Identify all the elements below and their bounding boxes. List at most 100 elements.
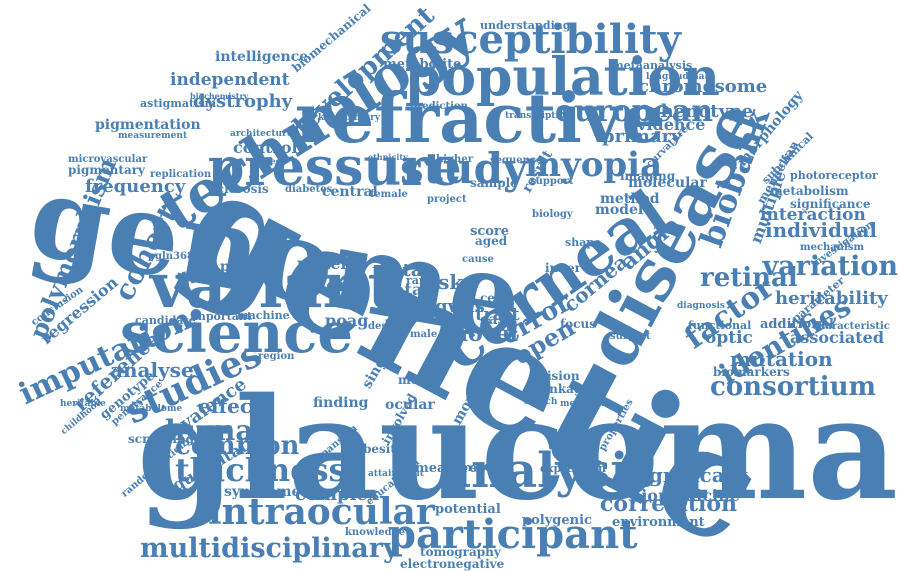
word-susceptibility: susceptibility xyxy=(380,16,681,63)
word-protein: protein xyxy=(220,259,278,275)
word-finding: finding xyxy=(313,395,369,411)
word-measurement: measurement xyxy=(118,131,188,141)
word-ethnicity: ethnicity xyxy=(368,152,408,162)
word-biology: biology xyxy=(532,209,573,220)
word-polygenic: polygenic xyxy=(522,513,592,528)
word-thickness: thickness xyxy=(175,451,347,489)
word-metabolome: metabolome xyxy=(120,404,183,414)
word-case: case xyxy=(480,312,515,328)
word-biomedicine: biomedicine xyxy=(630,486,740,505)
word-human: human xyxy=(165,414,274,447)
word-mediated: mediated xyxy=(560,399,607,409)
word-dystrophy: dystrophy xyxy=(193,91,293,112)
word-sclerosis: sclerosis xyxy=(210,182,269,196)
word-european: european xyxy=(555,94,714,129)
word-diabetes: diabetes xyxy=(285,184,333,195)
word-obesity: obesity xyxy=(355,442,403,456)
word-consortium: consortium xyxy=(710,372,877,402)
word-replication: replication xyxy=(150,169,212,180)
word-astigmatism: astigmatism xyxy=(140,97,217,110)
word-independent: independent xyxy=(170,70,290,90)
word-variant: variant xyxy=(150,249,397,322)
word-syndrome: syndrome xyxy=(224,484,301,500)
word-longitudinal: longitudinal xyxy=(646,72,708,82)
word-population: population xyxy=(405,47,720,108)
word-project: project xyxy=(427,194,467,205)
word-ocular: ocular xyxy=(385,397,435,413)
word-region: region xyxy=(258,351,295,362)
word-shape: shape xyxy=(565,236,602,249)
word-male: male xyxy=(410,329,438,340)
word-myopia: myopia xyxy=(525,145,663,185)
word-microvascular: microvascular xyxy=(68,154,148,165)
word-chromosome: chromosome xyxy=(638,76,768,97)
word-intelligence: intelligence xyxy=(215,49,309,65)
word-correction: correction xyxy=(455,463,514,474)
word-rare: rare xyxy=(406,274,432,287)
word-model: model xyxy=(595,202,644,218)
word-machine: machine xyxy=(237,309,290,322)
word-heritable: heritable xyxy=(60,399,106,409)
word-central: central xyxy=(322,184,378,200)
word-important: important xyxy=(190,310,252,323)
word-gwas: gwas xyxy=(435,296,485,317)
word-study: study xyxy=(400,144,528,193)
word-pigmentary: pigmentary xyxy=(68,163,146,177)
word-retinal: retinal xyxy=(700,263,798,293)
word-score: score xyxy=(470,224,510,239)
word-sample: sample xyxy=(470,176,518,190)
word-method: method xyxy=(600,191,660,207)
word-candidate: candidate xyxy=(135,314,196,327)
word-electronegative: electronegative xyxy=(400,557,505,571)
word-tomography: tomography xyxy=(420,545,501,559)
word-phenotype: phenotype xyxy=(648,101,754,122)
word-refractive: refractive xyxy=(295,79,665,159)
word-novel: novel xyxy=(452,321,518,347)
word-cell: cell xyxy=(480,291,505,305)
word-risk: risk xyxy=(420,270,464,294)
word-inner: inner xyxy=(545,261,581,275)
word-complex: complex xyxy=(295,484,379,505)
word-measure: measure xyxy=(415,461,478,476)
word-metaanalysis: metaanalysis xyxy=(612,59,693,72)
word-diagnosis: diagnosis xyxy=(677,301,725,311)
word-primary: primary xyxy=(602,126,682,147)
word-sequence: sequence xyxy=(490,155,543,166)
word-interaction: interaction xyxy=(760,205,866,225)
word-attainment: attainment xyxy=(368,469,424,479)
word-pressure: pressure xyxy=(208,137,462,198)
word-pgln368ter: pgln368ter xyxy=(148,251,211,262)
word-panel: panel xyxy=(297,254,347,273)
word-year: year xyxy=(385,317,409,328)
word-design: design xyxy=(368,321,406,332)
word-additional: additional xyxy=(760,317,834,332)
word-meta: meta xyxy=(372,260,423,281)
word-linkage: linkage xyxy=(540,382,590,396)
word-cause: cause xyxy=(462,254,494,265)
word-individual: individual xyxy=(765,218,878,242)
word-photoreceptor: photoreceptor xyxy=(790,169,878,182)
word-prediction: prediction xyxy=(410,101,468,112)
word-significance: significance xyxy=(790,197,871,211)
word-potential: potential xyxy=(435,502,501,517)
word-transcription: transcription xyxy=(505,111,572,121)
word-architecture: architecture xyxy=(230,129,293,139)
word-female: female xyxy=(370,189,408,200)
word-most: most xyxy=(398,373,431,387)
word-analyse: analyse xyxy=(110,358,194,382)
word-multidisciplinary: multidisciplinary xyxy=(140,533,399,564)
word-aged: aged xyxy=(475,234,508,248)
word-imaging: imaging xyxy=(620,169,676,183)
word-data: data xyxy=(383,280,423,299)
word-ganglion: ganglion xyxy=(182,267,242,281)
word-participant: participant xyxy=(388,511,638,558)
word-poag: poag xyxy=(325,311,369,330)
word-heritability: heritability xyxy=(775,288,888,309)
word-search: search xyxy=(524,397,558,407)
word-edited: edited xyxy=(253,156,282,166)
word-expression: expression xyxy=(540,462,606,475)
word-understanding: understanding xyxy=(480,19,571,32)
word-higher: higher xyxy=(436,154,473,165)
word-control: control xyxy=(233,138,298,157)
